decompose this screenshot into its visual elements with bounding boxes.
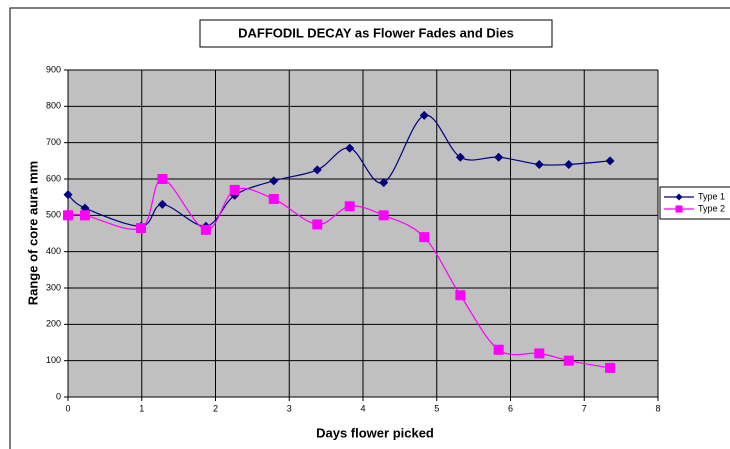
data-point <box>63 190 73 200</box>
data-point <box>379 178 389 188</box>
data-point <box>312 219 323 230</box>
y-tick-label: 800 <box>46 101 61 111</box>
series-line <box>67 114 611 227</box>
title-box <box>199 19 553 48</box>
data-point <box>493 344 504 355</box>
y-tick-label: 900 <box>46 64 61 74</box>
data-point <box>200 224 211 235</box>
legend-box <box>659 186 730 220</box>
data-point <box>268 193 279 204</box>
data-point <box>344 201 355 212</box>
series-line <box>67 178 611 369</box>
chart-title: DAFFODIL DECAY as Flower Fades and Dies <box>238 25 514 40</box>
data-point <box>494 152 504 162</box>
x-axis-label: Days flower picked <box>316 425 434 440</box>
data-point <box>563 355 574 366</box>
x-tick-label: 8 <box>655 403 660 413</box>
data-point <box>80 203 90 213</box>
legend-marker <box>675 193 683 201</box>
y-tick-label: 400 <box>46 246 61 256</box>
y-tick-label: 300 <box>46 282 61 292</box>
data-point <box>63 210 73 221</box>
data-point <box>79 210 90 221</box>
legend-label: Type 1 <box>698 191 725 201</box>
y-axis-label: Range of core aura mm <box>25 161 40 306</box>
legend-label: Type 2 <box>698 203 725 213</box>
data-point <box>534 159 544 169</box>
data-point <box>378 210 389 221</box>
x-tick-label: 4 <box>360 403 365 413</box>
y-tick-label: 600 <box>46 173 61 183</box>
data-point <box>157 199 167 209</box>
y-tick-label: 0 <box>56 391 61 401</box>
x-tick-label: 0 <box>65 403 70 413</box>
x-tick-label: 3 <box>287 403 292 413</box>
x-tick-label: 2 <box>213 403 218 413</box>
data-point <box>229 184 240 195</box>
data-point <box>419 232 430 243</box>
legend-marker <box>675 205 683 213</box>
data-point <box>345 143 355 153</box>
data-point <box>605 156 615 166</box>
x-tick-label: 6 <box>508 403 513 413</box>
y-tick-label: 200 <box>46 319 61 329</box>
x-tick-label: 5 <box>434 403 439 413</box>
data-point <box>564 159 574 169</box>
data-point <box>455 290 466 301</box>
data-point <box>534 348 545 359</box>
y-tick-label: 100 <box>46 355 61 365</box>
data-point <box>269 176 279 186</box>
y-tick-label: 700 <box>46 137 61 147</box>
data-point <box>419 110 429 120</box>
x-tick-label: 1 <box>139 403 144 413</box>
data-point <box>136 223 147 234</box>
data-point <box>157 174 168 184</box>
data-point <box>605 362 616 373</box>
x-tick-label: 7 <box>582 403 587 413</box>
data-point <box>312 165 322 175</box>
data-point <box>455 152 465 162</box>
y-tick-label: 500 <box>46 210 61 220</box>
